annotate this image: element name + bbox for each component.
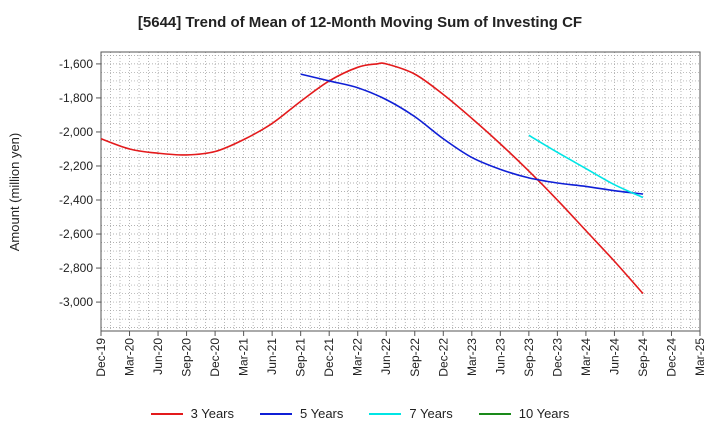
x-tick-label: Jun-21: [265, 338, 279, 375]
chart-title: [5644] Trend of Mean of 12-Month Moving …: [137, 14, 583, 31]
x-tick-label: Mar-20: [123, 338, 137, 376]
x-tick-label: Mar-25: [693, 338, 707, 376]
legend: 3 Years 5 Years 7 Years 10 Years: [0, 406, 720, 421]
x-tick-label: Dec-21: [322, 338, 336, 377]
x-axis-ticks: Dec-19 Mar-20 Jun-20 Sep-20 Dec-20 Mar-21 Jun-…: [94, 331, 707, 377]
legend-item-5-years: 5 Years: [260, 406, 343, 421]
x-tick-label: Jun-22: [379, 338, 393, 375]
legend-swatch: [150, 412, 183, 415]
legend-item-3-years: 3 Years: [150, 406, 234, 421]
legend-item-10-years: 10 Years: [478, 406, 570, 421]
legend-label: 7 Years: [409, 406, 453, 421]
series-line-7-years: [528, 134, 644, 199]
series-line-3-years: [100, 62, 644, 295]
series-line-5-years: [300, 73, 644, 195]
x-tick-label: Sep-23: [522, 338, 536, 377]
x-tick-label: Mar-22: [351, 338, 365, 376]
y-tick-label: -1,800: [59, 91, 93, 105]
y-tick-label: -2,000: [59, 125, 93, 139]
plot-frame: [100, 51, 701, 332]
x-tick-label: Dec-23: [550, 338, 564, 377]
x-tick-label: Jun-20: [151, 338, 165, 375]
x-tick-label: Sep-21: [294, 338, 308, 377]
x-tick-label: Mar-21: [237, 338, 251, 376]
x-tick-label: Mar-23: [465, 338, 479, 376]
x-tick-label: Jun-24: [607, 338, 621, 375]
x-tick-label: Sep-24: [636, 338, 650, 377]
y-axis-title: Amount (million yen): [7, 133, 22, 252]
y-axis-ticks: -1,600 -1,800 -2,000 -2,200 -2,400 -2,600 -2,8…: [59, 57, 101, 309]
y-tick-label: -2,800: [59, 261, 93, 275]
x-tick-label: Sep-20: [180, 338, 194, 377]
legend-item-7-years: 7 Years: [369, 406, 453, 421]
x-tick-label: Dec-20: [208, 338, 222, 377]
legend-label: 5 Years: [300, 406, 344, 421]
y-tick-label: -1,600: [59, 57, 93, 71]
y-tick-label: -2,400: [59, 193, 93, 207]
legend-swatch: [369, 412, 402, 415]
x-tick-label: Dec-22: [436, 338, 450, 377]
legend-label: 3 Years: [190, 406, 234, 421]
y-tick-label: -2,600: [59, 227, 93, 241]
x-tick-label: Dec-24: [664, 338, 678, 377]
x-tick-label: Sep-22: [408, 338, 422, 377]
y-tick-label: -3,000: [59, 295, 93, 309]
legend-swatch: [478, 412, 511, 415]
legend-swatch: [260, 412, 292, 415]
x-tick-label: Jun-23: [493, 338, 507, 375]
x-tick-label: Mar-24: [579, 338, 593, 376]
series-layer: [100, 62, 644, 295]
x-tick-label: Dec-19: [94, 338, 108, 377]
legend-label: 10 Years: [518, 406, 570, 421]
plot-area: [101, 52, 700, 331]
y-tick-label: -2,200: [59, 159, 93, 173]
grid-layer: [101, 52, 700, 331]
